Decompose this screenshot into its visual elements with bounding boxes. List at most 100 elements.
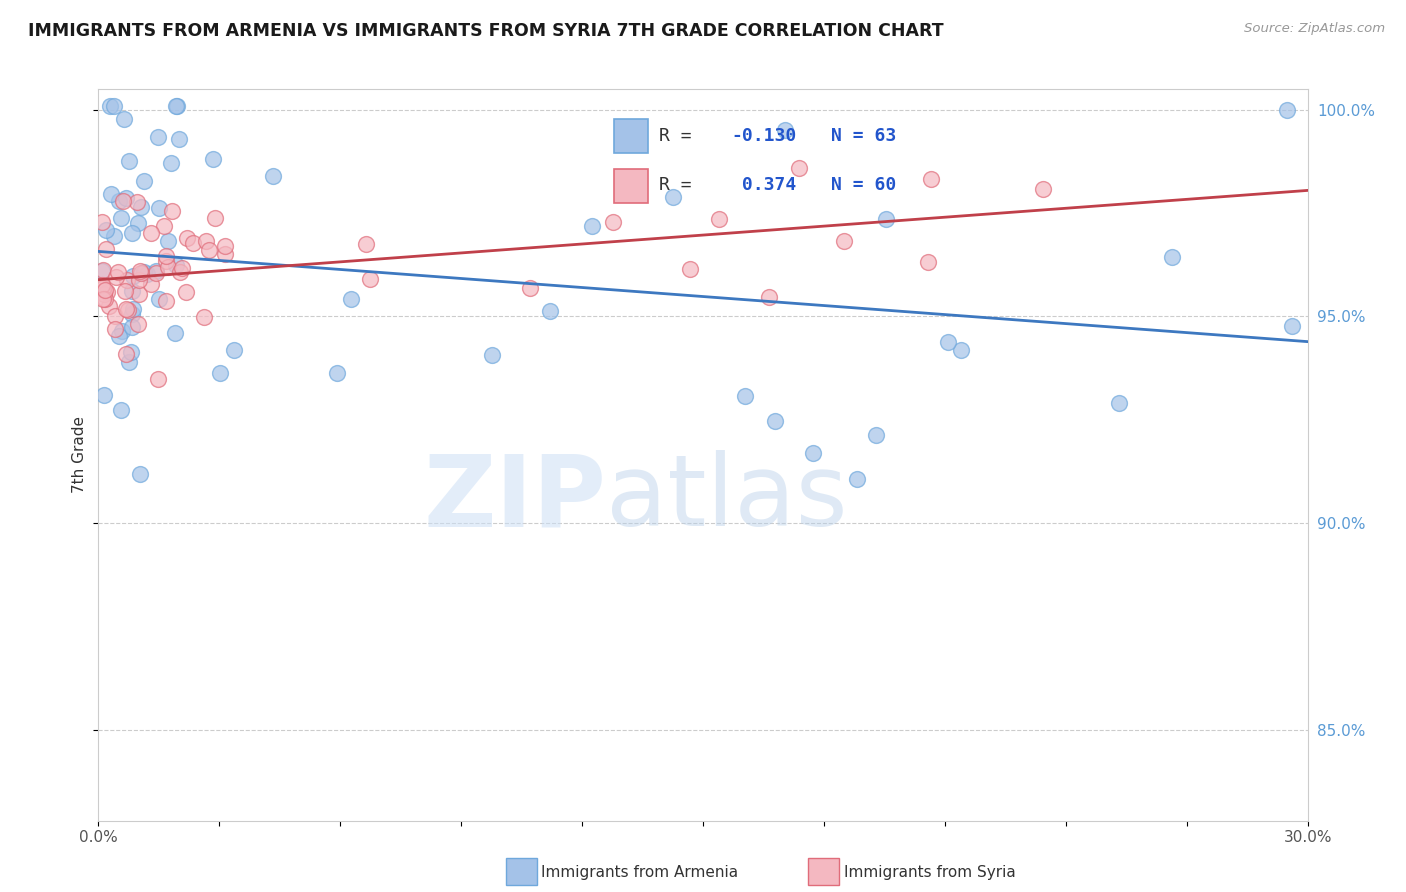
Point — [169, 265, 191, 279]
Point — [121, 226, 143, 240]
Point — [155, 293, 177, 308]
Point — [134, 265, 156, 279]
Point — [195, 234, 218, 248]
Point — [165, 258, 187, 272]
Point — [157, 234, 180, 248]
Point — [94, 222, 117, 236]
Point — [707, 212, 730, 227]
Point — [129, 201, 152, 215]
Point — [538, 304, 561, 318]
Point — [121, 285, 143, 299]
Point — [94, 243, 117, 257]
Text: 0.374: 0.374 — [731, 176, 796, 194]
Point — [198, 244, 221, 258]
Point — [96, 285, 118, 299]
Text: R =: R = — [659, 128, 703, 145]
Point — [121, 307, 143, 321]
Point — [103, 228, 125, 243]
Point — [865, 427, 887, 442]
Point — [581, 219, 603, 233]
Point — [936, 335, 959, 350]
Point — [201, 153, 224, 167]
Point — [920, 172, 942, 186]
Point — [519, 281, 541, 295]
Point — [481, 348, 503, 362]
Point — [875, 212, 897, 227]
Point — [763, 414, 786, 428]
FancyBboxPatch shape — [614, 169, 648, 203]
Point — [100, 187, 122, 202]
Point — [146, 130, 169, 145]
Point — [105, 269, 128, 284]
Point — [662, 189, 685, 203]
Point — [160, 204, 183, 219]
Point — [120, 344, 142, 359]
Text: Immigrants from Armenia: Immigrants from Armenia — [541, 865, 738, 880]
Point — [1281, 319, 1303, 334]
Point — [145, 265, 167, 279]
Point — [214, 239, 236, 253]
Point — [134, 174, 156, 188]
Point — [148, 201, 170, 215]
Point — [103, 99, 125, 113]
Point — [117, 273, 139, 287]
Point — [159, 156, 181, 170]
Point — [107, 194, 129, 209]
Point — [758, 290, 780, 304]
Point — [146, 372, 169, 386]
Point — [94, 292, 117, 306]
Text: Source: ZipAtlas.com: Source: ZipAtlas.com — [1244, 22, 1385, 36]
Point — [354, 237, 377, 252]
Point — [602, 215, 624, 229]
Point — [141, 226, 163, 240]
Point — [117, 302, 139, 317]
Point — [128, 467, 150, 482]
Point — [1161, 250, 1184, 264]
Point — [104, 322, 127, 336]
Point — [112, 194, 135, 208]
Point — [111, 324, 134, 338]
Point — [204, 211, 226, 225]
Point — [117, 154, 139, 169]
Point — [193, 310, 215, 324]
Point — [155, 249, 177, 263]
Point — [135, 267, 157, 281]
Point — [110, 211, 132, 225]
Point — [122, 268, 145, 283]
Point — [157, 260, 180, 274]
Point — [326, 366, 349, 380]
Point — [170, 261, 193, 276]
Point — [104, 310, 127, 324]
Point — [93, 283, 115, 297]
Text: IMMIGRANTS FROM ARMENIA VS IMMIGRANTS FROM SYRIA 7TH GRADE CORRELATION CHART: IMMIGRANTS FROM ARMENIA VS IMMIGRANTS FR… — [28, 22, 943, 40]
Text: N = 63: N = 63 — [831, 128, 897, 145]
Point — [174, 285, 197, 300]
Point — [165, 326, 187, 341]
Point — [125, 195, 148, 210]
Point — [773, 123, 796, 137]
Point — [98, 99, 121, 113]
Point — [787, 161, 810, 175]
Point — [1032, 182, 1054, 196]
Point — [214, 247, 236, 261]
Point — [917, 255, 939, 269]
Point — [1108, 395, 1130, 409]
Point — [209, 367, 232, 381]
Point — [155, 254, 177, 268]
Point — [145, 264, 167, 278]
Point — [114, 285, 136, 299]
Point — [339, 292, 361, 306]
Point — [127, 317, 149, 331]
Point — [1277, 103, 1299, 117]
Point — [108, 329, 131, 343]
Text: N = 60: N = 60 — [831, 176, 897, 194]
Point — [118, 355, 141, 369]
Point — [91, 281, 114, 295]
Point — [115, 301, 138, 316]
Point — [679, 262, 702, 277]
Text: R =: R = — [659, 176, 703, 194]
Point — [128, 264, 150, 278]
Point — [110, 402, 132, 417]
Point — [107, 265, 129, 279]
Y-axis label: 7th Grade: 7th Grade — [72, 417, 87, 493]
